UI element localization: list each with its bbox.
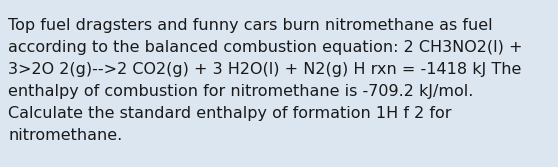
Text: 3>2O 2(g)-->2 CO2(g) + 3 H2O(l) + N2(g) H rxn = -1418 kJ The: 3>2O 2(g)-->2 CO2(g) + 3 H2O(l) + N2(g) … xyxy=(8,62,521,77)
Text: Top fuel dragsters and funny cars burn nitromethane as fuel: Top fuel dragsters and funny cars burn n… xyxy=(8,18,493,33)
Text: nitromethane.: nitromethane. xyxy=(8,128,122,143)
Text: Calculate the standard enthalpy of formation 1H f 2 for: Calculate the standard enthalpy of forma… xyxy=(8,106,451,121)
Text: enthalpy of combustion for nitromethane is -709.2 kJ/mol.: enthalpy of combustion for nitromethane … xyxy=(8,84,473,99)
Text: according to the balanced combustion equation: 2 CH3NO2(l) +: according to the balanced combustion equ… xyxy=(8,40,522,55)
